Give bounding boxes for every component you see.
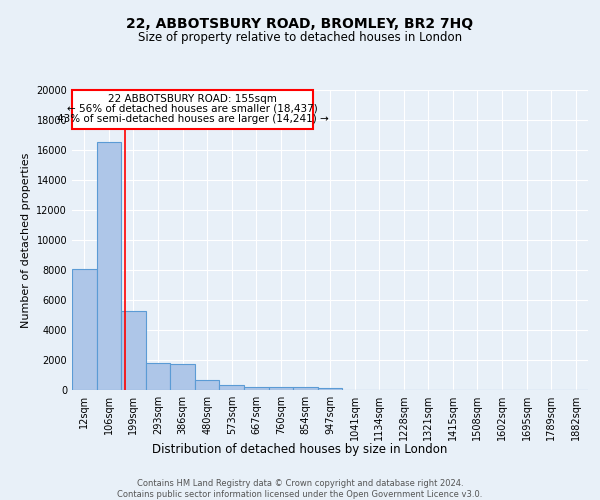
Text: Contains public sector information licensed under the Open Government Licence v3: Contains public sector information licen… [118, 490, 482, 499]
FancyBboxPatch shape [72, 90, 313, 129]
Text: Size of property relative to detached houses in London: Size of property relative to detached ho… [138, 31, 462, 44]
Y-axis label: Number of detached properties: Number of detached properties [21, 152, 31, 328]
Bar [269, 387, 293, 390]
Text: 22, ABBOTSBURY ROAD, BROMLEY, BR2 7HQ: 22, ABBOTSBURY ROAD, BROMLEY, BR2 7HQ [127, 18, 473, 32]
Text: 43% of semi-detached houses are larger (14,241) →: 43% of semi-detached houses are larger (… [56, 114, 328, 124]
Text: 22 ABBOTSBURY ROAD: 155sqm: 22 ABBOTSBURY ROAD: 155sqm [108, 94, 277, 104]
Text: Contains HM Land Registry data © Crown copyright and database right 2024.: Contains HM Land Registry data © Crown c… [137, 479, 463, 488]
Text: ← 56% of detached houses are smaller (18,437): ← 56% of detached houses are smaller (18… [67, 104, 318, 114]
Bar [97, 142, 121, 390]
Bar [318, 388, 342, 390]
Bar [244, 386, 269, 390]
Bar [195, 380, 220, 390]
Bar [293, 388, 318, 390]
Bar [72, 268, 97, 390]
Bar [220, 385, 244, 390]
Text: Distribution of detached houses by size in London: Distribution of detached houses by size … [152, 442, 448, 456]
Bar [170, 364, 195, 390]
Bar [121, 310, 146, 390]
Bar [146, 363, 170, 390]
